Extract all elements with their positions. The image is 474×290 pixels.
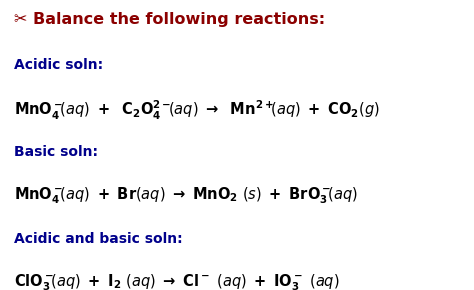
Text: ✂ Balance the following reactions:: ✂ Balance the following reactions: bbox=[14, 12, 325, 27]
Text: Acidic soln:: Acidic soln: bbox=[14, 58, 103, 72]
Text: $\mathbf{MnO_4^-\!\!}$$\mathit{(aq)}$$\mathbf{\ +\ \ C_2O_4^{2-}\!\!}$$\mathit{(: $\mathbf{MnO_4^-\!\!}$$\mathit{(aq)}$$\m… bbox=[14, 99, 380, 122]
Text: $\mathbf{MnO_4^-\!\!}$$\mathit{(aq)}$$\mathbf{\ +\ Br}$$\mathit{(aq)}$$\mathbf{\: $\mathbf{MnO_4^-\!\!}$$\mathit{(aq)}$$\m… bbox=[14, 186, 358, 206]
Text: Acidic and basic soln:: Acidic and basic soln: bbox=[14, 232, 183, 246]
Text: $\mathbf{ClO_3^-\!\!}$$\mathit{(aq)}$$\mathbf{\ +\ I_2}$$\mathit{\ (aq)}$$\mathb: $\mathbf{ClO_3^-\!\!}$$\mathit{(aq)}$$\m… bbox=[14, 273, 340, 290]
Text: Basic soln:: Basic soln: bbox=[14, 145, 98, 159]
